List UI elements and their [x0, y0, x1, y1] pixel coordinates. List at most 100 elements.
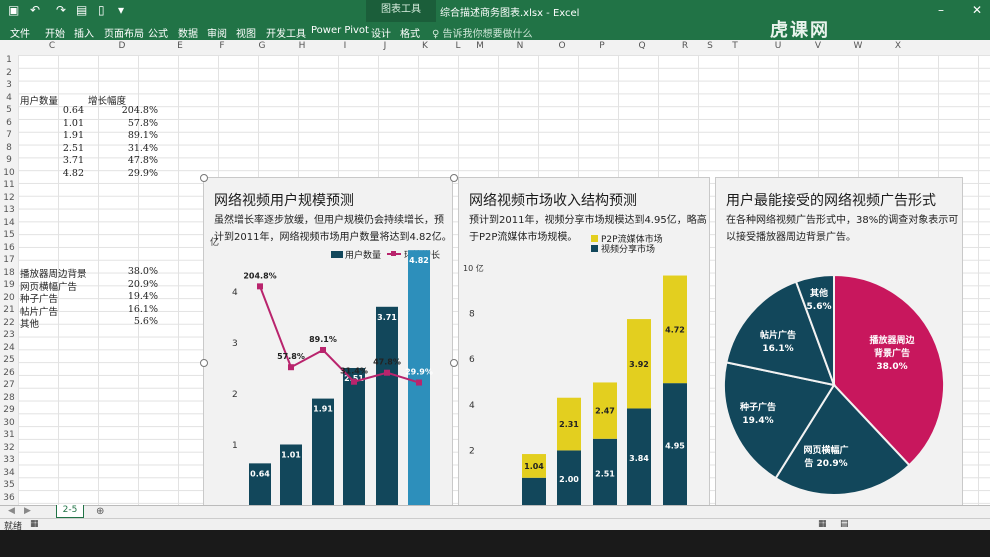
row-header[interactable]: 14 — [3, 217, 15, 228]
row-header[interactable]: 11 — [3, 180, 15, 190]
tab-power-pivot[interactable]: Power Pivot — [311, 25, 369, 36]
minimize-icon[interactable]: – — [938, 3, 944, 17]
row-header[interactable]: 6 — [6, 117, 12, 128]
cell-growth[interactable]: 31.4% — [127, 142, 158, 154]
column-header[interactable]: K — [422, 41, 428, 51]
cell-user-count[interactable]: 4.82 — [62, 167, 84, 179]
cell-growth[interactable]: 89.1% — [127, 130, 158, 141]
prev-sheet-icon[interactable]: ◀ — [8, 506, 15, 516]
cell-ad-value[interactable]: 19.4% — [127, 291, 158, 302]
tab-developer[interactable]: 开发工具 — [266, 29, 306, 40]
row-header[interactable]: 27 — [3, 380, 15, 390]
column-header[interactable]: D — [118, 41, 126, 51]
row-header[interactable]: 21 — [3, 305, 15, 315]
row-header[interactable]: 22 — [3, 317, 15, 328]
row-header[interactable]: 15 — [3, 230, 15, 240]
selection-handle[interactable] — [450, 359, 458, 367]
next-sheet-icon[interactable]: ▶ — [24, 506, 31, 516]
row-header[interactable]: 7 — [6, 130, 12, 140]
row-header[interactable]: 32 — [3, 442, 15, 453]
row-header[interactable]: 26 — [3, 367, 15, 378]
column-header[interactable]: T — [732, 41, 738, 51]
tab-formulas[interactable]: 公式 — [148, 29, 168, 40]
row-header[interactable]: 31 — [3, 430, 15, 440]
column-header[interactable]: N — [516, 41, 524, 51]
redo-icon[interactable]: ↷ — [56, 3, 67, 17]
normal-view-icon[interactable]: ▦ — [818, 519, 827, 529]
tab-insert[interactable]: 插入 — [74, 29, 94, 40]
tab-file[interactable]: 文件 — [10, 29, 30, 40]
cell-ad-value[interactable]: 38.0% — [127, 266, 158, 277]
column-header[interactable]: C — [48, 41, 56, 51]
page-layout-view-icon[interactable]: ▤ — [840, 519, 849, 529]
cell-growth[interactable]: 29.9% — [127, 167, 158, 179]
cell-user-count[interactable]: 1.91 — [62, 130, 84, 141]
column-header[interactable]: U — [774, 41, 782, 51]
column-header[interactable]: P — [599, 41, 605, 51]
column-header[interactable]: X — [894, 41, 902, 51]
row-header[interactable]: 24 — [3, 342, 15, 353]
row-header[interactable]: 13 — [3, 205, 15, 215]
cell-ad-name[interactable]: 其他 — [20, 319, 40, 330]
selection-handle[interactable] — [200, 174, 208, 182]
column-header[interactable]: R — [681, 41, 689, 51]
add-sheet-icon[interactable]: ⊕ — [96, 506, 105, 517]
row-header[interactable]: 3 — [6, 80, 12, 90]
selection-handle[interactable] — [450, 174, 458, 182]
column-header[interactable]: E — [177, 41, 183, 51]
row-header[interactable]: 8 — [6, 142, 12, 153]
cell-ad-name[interactable]: 种子广告 — [20, 294, 59, 305]
row-header[interactable]: 16 — [3, 242, 15, 253]
close-icon[interactable]: ✕ — [972, 3, 983, 17]
cell-ad-value[interactable]: 16.1% — [127, 303, 158, 315]
row-header[interactable]: 2 — [6, 67, 12, 78]
tab-page-layout[interactable]: 页面布局 — [104, 29, 144, 40]
undo-icon[interactable]: ↶ — [30, 3, 41, 17]
column-header[interactable]: F — [219, 41, 225, 51]
row-header[interactable]: 29 — [3, 405, 15, 415]
column-header[interactable]: H — [298, 41, 306, 51]
row-header[interactable]: 5 — [6, 105, 12, 115]
cell-ad-name[interactable]: 帖片广告 — [20, 306, 59, 318]
row-header[interactable]: 17 — [3, 255, 15, 265]
row-header[interactable]: 34 — [3, 467, 15, 478]
column-header[interactable]: O — [558, 41, 566, 51]
tab-view[interactable]: 视图 — [236, 29, 256, 40]
cell-header-users[interactable]: 用户数量 — [20, 96, 59, 107]
cell-ad-name[interactable]: 播放器周边背景 — [20, 269, 87, 280]
chart-revenue-structure[interactable]: 网络视频市场收入结构预测 预计到2011年，视频分享市场规模达到4.95亿，略高… — [458, 177, 710, 508]
tab-format[interactable]: 格式 — [400, 29, 420, 40]
selection-handle[interactable] — [200, 359, 208, 367]
format-icon[interactable]: ▤ — [76, 3, 88, 17]
cell-growth[interactable]: 57.8% — [127, 117, 158, 129]
row-header[interactable]: 23 — [3, 330, 15, 340]
row-header[interactable]: 19 — [3, 280, 15, 290]
file-icon[interactable]: ▯ — [98, 3, 105, 17]
column-header[interactable]: I — [343, 41, 347, 51]
cell-ad-value[interactable]: 5.6% — [133, 316, 158, 327]
row-header[interactable]: 25 — [3, 355, 15, 365]
cell-ad-value[interactable]: 20.9% — [127, 278, 158, 290]
chart-ad-forms[interactable]: 用户最能接受的网络视频广告形式 在各种网络视频广告形式中，38%的调查对象表示可… — [715, 177, 963, 507]
row-header[interactable]: 20 — [3, 292, 15, 303]
column-header[interactable]: M — [476, 41, 484, 51]
cell-user-count[interactable]: 3.71 — [62, 155, 84, 166]
macro-record-icon[interactable]: ▦ — [30, 519, 39, 529]
cell-user-count[interactable]: 2.51 — [62, 142, 84, 154]
cell-ad-name[interactable]: 网页横幅广告 — [20, 281, 78, 293]
tab-data[interactable]: 数据 — [178, 29, 198, 40]
row-header[interactable]: 28 — [3, 392, 15, 403]
customize-icon[interactable]: ▾ — [118, 3, 125, 17]
row-header[interactable]: 12 — [3, 192, 15, 203]
tab-home[interactable]: 开始 — [45, 29, 65, 40]
save-icon[interactable]: ▣ — [8, 3, 20, 17]
sheet-tab-active[interactable]: 2-5 — [56, 505, 84, 518]
row-header[interactable]: 1 — [6, 55, 12, 65]
column-header[interactable]: S — [707, 41, 713, 51]
row-header[interactable]: 30 — [3, 417, 15, 428]
row-header[interactable]: 18 — [3, 267, 15, 278]
column-header[interactable]: Q — [638, 41, 646, 51]
row-header[interactable]: 10 — [3, 167, 15, 178]
cell-user-count[interactable]: 1.01 — [62, 117, 84, 129]
row-header[interactable]: 36 — [3, 492, 15, 503]
